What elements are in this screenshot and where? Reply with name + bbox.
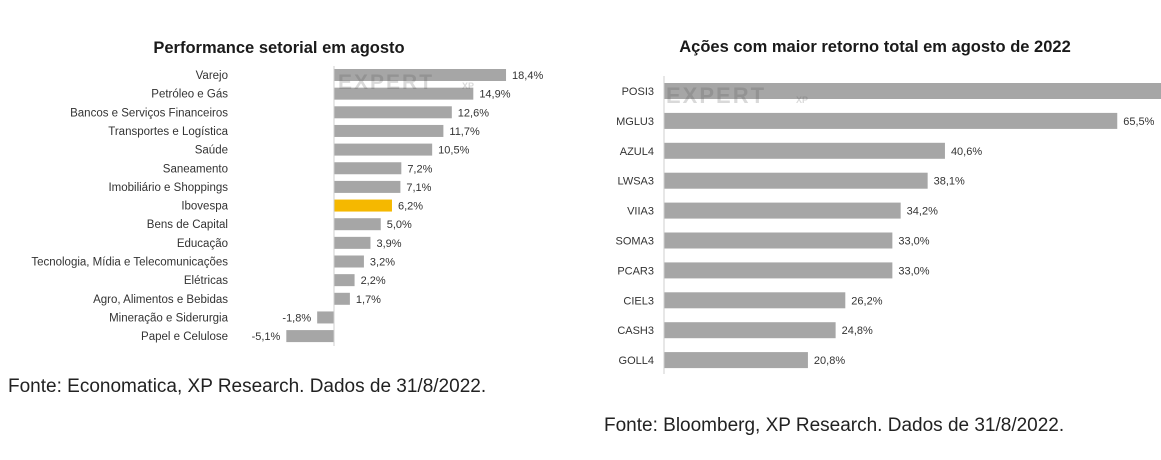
svg-text:EXPERT: EXPERT [338,71,434,94]
svg-text:XP: XP [796,95,808,105]
source-note-right: Fonte: Bloomberg, XP Research. Dados de … [604,415,1065,436]
category-label: SOMA3 [615,236,654,248]
data-label: 11,7% [449,126,480,138]
category-label: Papel e Celulose [141,331,228,343]
category-label: POSI3 [622,86,654,98]
bar [334,87,474,100]
data-label: 5,0% [387,219,412,231]
chart-title: Performance setorial em agosto [153,39,404,57]
data-label: 26,2% [851,295,882,307]
bar [334,199,392,212]
bar [334,292,350,305]
category-label: Bens de Capital [147,219,228,231]
data-label: -1,8% [282,312,311,324]
data-label: 2,2% [361,275,386,287]
bar [334,162,402,175]
category-label: CIEL3 [623,295,654,307]
data-label: 7,2% [407,163,432,175]
data-label: 12,6% [458,107,489,119]
bar [664,232,893,249]
data-label: 65,5% [1123,116,1154,128]
data-label: 24,8% [842,325,873,337]
category-label: MGLU3 [616,116,654,128]
bar [664,352,808,369]
bar [334,106,452,119]
top-stocks-chart: Ações com maior retorno total em agosto … [615,38,1161,374]
category-label: Mineração e Siderurgia [109,312,229,324]
sector-performance-chart: Performance setorial em agosto Varejo Pet… [31,39,543,346]
category-label: Tecnologia, Mídia e Telecomunicações [31,257,228,269]
data-label: 34,2% [907,206,938,218]
data-label: -5,1% [252,331,281,343]
category-label: Imobiliário e Shoppings [108,182,228,194]
data-label: 40,6% [951,146,982,158]
category-label: Petróleo e Gás [151,89,228,101]
bar [664,172,928,189]
data-label: 10,5% [438,145,469,157]
bar [664,322,836,339]
data-label: 3,9% [376,238,401,250]
data-label: 1,7% [356,294,381,306]
category-label: Saneamento [163,163,228,175]
bar [334,255,364,268]
category-label: Educação [177,238,228,250]
data-label: 14,9% [479,89,510,101]
bar [317,311,334,324]
bar [664,83,1161,99]
category-label: Elétricas [184,275,228,287]
svg-text:EXPERT: EXPERT [666,83,766,108]
bar [334,143,433,156]
category-label: Agro, Alimentos e Bebidas [93,294,228,306]
data-label: 38,1% [934,176,965,188]
bar [664,142,945,159]
data-label: 33,0% [898,265,929,277]
category-label: VIIA3 [627,206,654,218]
bar [664,112,1118,129]
category-label: Ibovespa [181,201,228,213]
bar [664,202,901,219]
expert-watermark: EXPERT XP [666,83,808,108]
data-label: 6,2% [398,201,423,213]
data-label: 7,1% [406,182,431,194]
category-label: Saúde [195,145,228,157]
bar [334,69,507,81]
category-label: LWSA3 [618,176,654,188]
chart-title: Ações com maior retorno total em agosto … [679,38,1071,56]
category-label: PCAR3 [617,265,654,277]
data-label: 20,8% [814,355,845,367]
data-label: 33,0% [898,236,929,248]
category-label: GOLL4 [619,355,654,367]
expert-watermark: EXPERT XP [338,71,474,94]
bar [334,180,401,193]
bar [334,274,355,287]
category-label: Varejo [196,70,228,82]
bar [664,292,846,309]
source-note-left: Fonte: Economatica, XP Research. Dados d… [8,376,487,397]
category-label: AZUL4 [620,146,654,158]
category-label: CASH3 [617,325,654,337]
bar [286,330,334,343]
bar [334,218,381,231]
svg-text:XP: XP [462,81,474,91]
category-label: Transportes e Logística [108,126,228,138]
bar [334,236,371,249]
bar [334,124,444,137]
data-label: 18,4% [512,70,543,82]
bar [664,262,893,279]
data-label: 3,2% [370,257,395,269]
category-label: Bancos e Serviços Financeiros [70,107,228,119]
